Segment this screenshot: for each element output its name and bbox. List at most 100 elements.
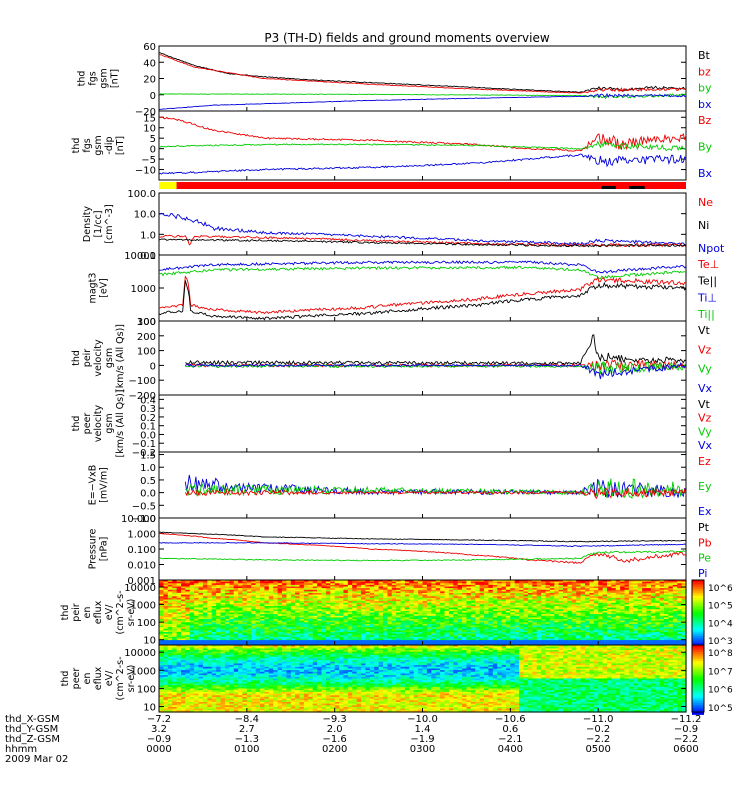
y-axis-label-line: fgs <box>88 71 99 85</box>
series-line-bz <box>159 117 686 151</box>
y-axis-label: Pressure[nPa] <box>88 529 110 570</box>
y-axis-label-line: thd <box>77 71 88 87</box>
y-axis-label: thdfgsgsm[nT] <box>77 68 121 88</box>
legend-entry: Vx <box>698 439 713 452</box>
y-tick-label: 60 <box>143 42 156 53</box>
legend-entry: By <box>698 141 713 154</box>
legend-entry: Bt <box>698 49 711 62</box>
y-axis-label-line: velocity <box>93 339 104 377</box>
legend-entry: Npot <box>698 242 725 255</box>
legend-entry: by <box>698 82 712 95</box>
y-axis-label-line: thd <box>71 138 82 154</box>
y-tick-label: 1.0 <box>140 230 156 241</box>
series-line-by <box>159 142 686 151</box>
panel-3: 100.010.01.00.1Density[1/cc][cm^-3]NeNiN… <box>82 189 725 262</box>
y-tick-label: 10000 <box>124 251 156 262</box>
y-axis-label-line: [km/s (All Qs)] <box>115 390 126 458</box>
y-axis-label-line: Density <box>82 206 93 242</box>
y-axis-label-line: [nPa] <box>99 537 110 562</box>
y-axis-label-line: peir <box>82 349 93 368</box>
series-line-ne <box>159 235 686 246</box>
legend-entry: Pt <box>698 521 710 534</box>
legend-entry: bz <box>698 65 711 78</box>
y-axis-label-line: [nT] <box>115 136 126 155</box>
legend-entry: Ex <box>698 505 712 518</box>
series-line-bx <box>159 154 686 174</box>
legend-entry: Pi <box>698 567 707 580</box>
legend-entry: Vx <box>698 382 713 395</box>
y-tick-label: 10.000 <box>121 514 156 525</box>
chart-title: P3 (TH-D) fields and ground moments over… <box>264 31 549 45</box>
legend-entry: Bz <box>698 114 712 127</box>
y-tick-label: 100.0 <box>127 189 156 200</box>
legend-entry: Vz <box>698 343 712 356</box>
panel-frame <box>159 395 686 452</box>
y-tick-label: 0 <box>150 361 156 372</box>
legend-entry: Ey <box>698 480 712 493</box>
y-tick-label: 1.000 <box>127 530 156 541</box>
series-line-te <box>159 277 686 314</box>
y-axis-label: thdpeirvelocitygsm[km/s (All Qs)] <box>71 324 126 392</box>
panel-6: 0.40.30.20.10.0−0.1−0.2thdpeervelocitygs… <box>71 390 713 459</box>
legend-entry: Vz <box>698 412 712 425</box>
y-tick-label: 0.5 <box>140 476 156 487</box>
legend-entry: Vt <box>698 398 711 411</box>
series-line-pi <box>159 543 686 547</box>
y-tick-label: 10.0 <box>134 210 156 221</box>
y-tick-label: 300 <box>137 317 156 328</box>
y-tick-label: −5 <box>141 155 156 166</box>
legend-entry: Ti|| <box>697 308 715 321</box>
y-tick-label: −0.5 <box>132 501 156 512</box>
y-tick-label: 10 <box>143 124 156 135</box>
series-line-pt <box>159 532 686 542</box>
y-tick-label: 5 <box>150 134 156 145</box>
legend-entry: Bx <box>698 167 713 180</box>
panel-5: 3002001000−100−200thdpeirvelocitygsm[km/… <box>71 317 713 402</box>
legend-entry: Ni <box>698 219 709 232</box>
panel-9: 10^610^510^410^310000100010010thdpeirene… <box>60 580 733 648</box>
series-line-bz <box>159 54 686 93</box>
legend-entry: Ez <box>698 455 711 468</box>
y-tick-label: 1000 <box>131 284 156 295</box>
y-axis-label-line: [cm^-3] <box>104 204 115 243</box>
y-tick-label: 1.5 <box>140 451 156 462</box>
y-axis-label-line: gsm <box>93 135 104 155</box>
y-tick-label: −100 <box>129 376 156 387</box>
y-axis-label-line: fgs <box>82 138 93 152</box>
y-axis-label-line: [1/cc] <box>93 210 104 237</box>
y-axis-label-line: magt3 <box>88 273 99 304</box>
panel-frame <box>159 46 686 111</box>
legend-entry: Ne <box>698 196 713 209</box>
legend-entry: Vy <box>698 363 712 376</box>
y-tick-label: 0.0 <box>140 489 156 500</box>
y-axis-label: magt3[eV] <box>88 273 110 304</box>
y-axis-label: Density[1/cc][cm^-3] <box>82 204 115 243</box>
legend-entry: Te⊥ <box>697 258 719 271</box>
y-axis-label-line: gsm <box>104 413 115 433</box>
y-tick-label: 100 <box>137 347 156 358</box>
legend-entry: Ti⊥ <box>697 291 717 304</box>
panel-frame <box>159 518 686 580</box>
y-axis-label-line: thd <box>71 416 82 432</box>
y-axis-label-line: velocity <box>93 405 104 443</box>
legend-entry: Vy <box>698 425 712 438</box>
panel-frame <box>159 321 686 395</box>
y-tick-label: 1.0 <box>140 463 156 474</box>
series-line-te <box>159 280 686 319</box>
y-axis-label-line: -dip <box>104 136 115 154</box>
y-axis-label: E=−VxB[mV/m] <box>88 465 110 506</box>
y-axis-label-line: gsm <box>99 68 110 88</box>
y-axis-label-line: thd <box>71 350 82 366</box>
panel-8: 10.0001.0000.1000.0100.001Pressure[nPa]P… <box>88 514 712 587</box>
y-axis-label-line: [mV/m] <box>99 467 110 503</box>
y-tick-label: 20 <box>143 75 156 86</box>
legend-entry: Te|| <box>697 275 717 288</box>
legend-entry: Pb <box>698 536 712 549</box>
legend-entry: Pe <box>698 552 711 565</box>
y-axis-label-line: [eV] <box>99 278 110 298</box>
